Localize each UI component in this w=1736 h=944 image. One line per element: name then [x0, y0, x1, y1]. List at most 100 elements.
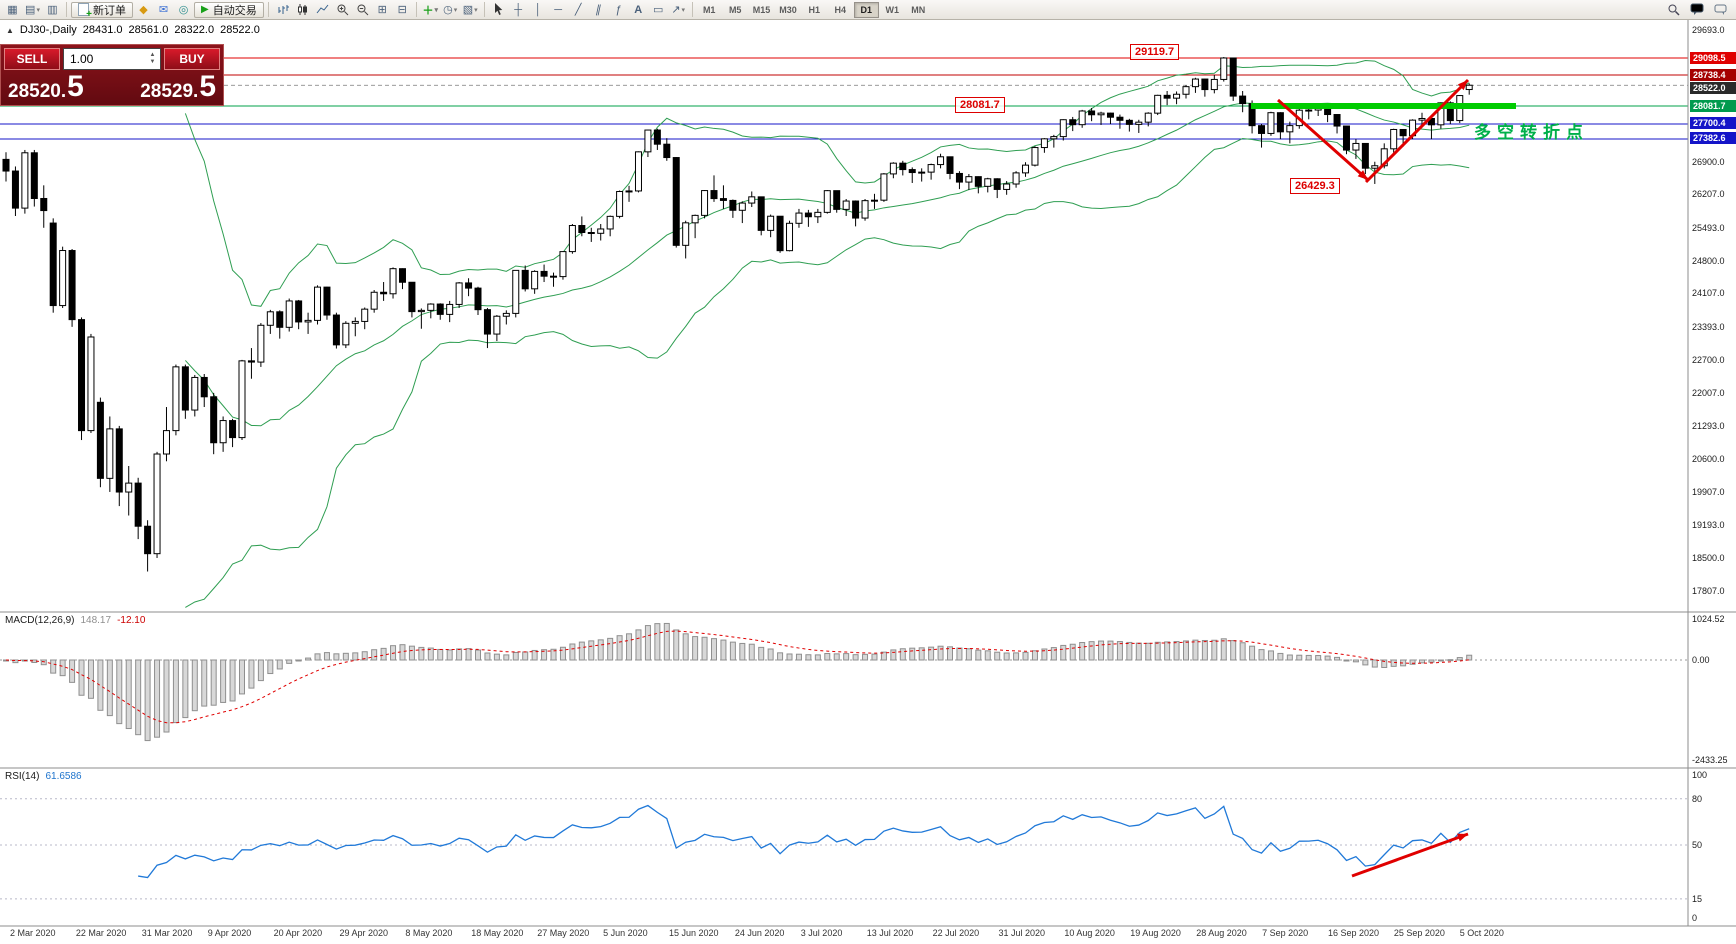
price-badge: 28081.7 [1690, 99, 1736, 112]
ohlc-close: 28522.0 [220, 24, 260, 36]
price-badge: 29098.5 [1690, 51, 1736, 64]
date-label: 8 May 2020 [405, 928, 453, 938]
autotrading-label: 自动交易 [212, 4, 257, 17]
label-tool-button[interactable]: ▭ [653, 4, 664, 16]
stepper-up-icon[interactable]: ▲ [149, 52, 156, 58]
ask-price[interactable]: 28529. 5 [140, 70, 216, 103]
date-label: 22 Mar 2020 [75, 928, 127, 938]
price-badge: 27700.4 [1690, 117, 1736, 130]
oneclick-toggle-icon[interactable]: ▲ [6, 25, 14, 35]
low-price-annotation[interactable]: 26429.3 [1290, 177, 1340, 194]
date-label: 9 Apr 2020 [207, 928, 252, 938]
date-label: 24 Jun 2020 [734, 928, 785, 938]
timeframe-button-M1[interactable]: M1 [702, 4, 716, 15]
timeframe-button-MN[interactable]: MN [911, 4, 926, 15]
cursor-tool-button[interactable] [489, 1, 508, 18]
volume-stepper[interactable]: ▲ ▼ [146, 49, 159, 69]
price-badge: 27382.6 [1690, 132, 1736, 145]
stepper-down-icon[interactable]: ▼ [149, 59, 156, 65]
symbol-search-button[interactable] [1664, 1, 1683, 18]
community-button[interactable] [1710, 1, 1729, 18]
timeframe-button-M5[interactable]: M5 [728, 4, 742, 15]
date-label: 3 Jul 2020 [800, 928, 843, 938]
timeframe-button-M30[interactable]: M30 [779, 4, 797, 15]
channel-tool-button[interactable]: ∥ [594, 4, 603, 16]
date-label: 28 Aug 2020 [1196, 928, 1247, 938]
timeframe-button-M15[interactable]: M15 [752, 4, 771, 15]
new-order-button[interactable]: 新订单 [71, 1, 133, 20]
macd-name: MACD(12,26,9) [5, 615, 75, 626]
vertical-line-tool-button[interactable]: │ [534, 3, 542, 16]
peak-price-annotation[interactable]: 29119.7 [1130, 44, 1180, 61]
candlestick-chart-type-button[interactable] [293, 1, 312, 18]
cursor-icon [495, 3, 503, 15]
macd-main-value: 148.17 [80, 615, 112, 626]
volume-input[interactable] [64, 51, 140, 67]
chevron-down-icon: ▾ [681, 6, 686, 14]
chart-header: ▲ DJ30-,Daily 28431.0 28561.0 28322.0 28… [6, 24, 260, 36]
bar-chart-type-button[interactable] [273, 1, 292, 18]
price-badge: 28738.4 [1690, 68, 1736, 81]
chevron-down-icon: ▾ [36, 6, 40, 14]
mailbox-icon[interactable]: ✉ [158, 4, 169, 16]
price-scale-label: 24800.0 [1692, 255, 1725, 266]
price-scale-label: 19907.0 [1692, 486, 1725, 497]
add-indicator-button[interactable]: ＋ ▾ [422, 4, 438, 17]
timeframe-button-H4[interactable]: H4 [834, 4, 846, 15]
date-label: 29 Apr 2020 [339, 928, 389, 938]
ohlc-open: 28431.0 [82, 24, 123, 36]
line-chart-type-button[interactable] [313, 1, 332, 18]
tile-windows-button[interactable]: ⊞ [377, 4, 387, 16]
market-watch-button[interactable]: ▥ [47, 4, 58, 16]
bid-price-big-digit: 5 [67, 70, 84, 103]
resistance-price-annotation[interactable]: 28081.7 [955, 97, 1005, 113]
date-label: 13 Jul 2020 [866, 928, 914, 938]
crosshair-tool-button[interactable]: ┼ [514, 3, 523, 16]
price-badge: 28522.0 [1690, 81, 1736, 94]
timeframe-button-W1[interactable]: W1 [885, 4, 899, 15]
sell-button[interactable]: SELL [4, 48, 60, 70]
macd-scale-label: -2433.25 [1692, 755, 1728, 765]
alerts-icon[interactable]: ◆ [139, 4, 148, 16]
ohlc-low: 28322.0 [174, 24, 215, 36]
toolbar-separator [66, 2, 67, 17]
price-scale-label: 26900.0 [1692, 156, 1725, 167]
chevron-down-icon: ▾ [474, 6, 478, 14]
templates-button[interactable]: ▧ ▾ [462, 4, 478, 16]
date-label: 5 Jun 2020 [603, 928, 648, 938]
timeframe-button-D1[interactable]: D1 [853, 1, 879, 18]
new-chart-button[interactable]: ▦ [7, 4, 18, 16]
bar-chart-icon [278, 5, 289, 14]
ask-price-big-digit: 5 [199, 70, 216, 103]
price-scale-label: 22007.0 [1692, 387, 1725, 398]
new-order-icon [78, 3, 92, 20]
ask-price-main: 28529. [140, 81, 199, 103]
timeframe-button-H1[interactable]: H1 [808, 4, 820, 15]
arrows-tool-button[interactable]: ↗ ▾ [671, 4, 686, 16]
horizontal-line-tool-button[interactable]: ─ [554, 3, 563, 16]
turning-point-text: 多空转折点 [1474, 123, 1589, 142]
cascade-windows-button[interactable]: ⊟ [397, 4, 407, 16]
toolbar: ▦ ▤▾ ▥ 新订单 ◆ ✉ ◎ ▶ 自动交易 ⊞ ⊟ ＋▾ ◷▾ ▧▾ ┼ │… [0, 0, 1736, 20]
autotrading-button[interactable]: ▶ 自动交易 [194, 1, 264, 18]
date-label: 25 Sep 2020 [1393, 928, 1445, 938]
buy-button[interactable]: BUY [164, 48, 220, 70]
date-axis[interactable]: 2 Mar 2020 22 Mar 2020 31 Mar 2020 9 Apr 20… [0, 926, 1688, 944]
macd-scale-label: 0.00 [1692, 655, 1710, 665]
price-axis[interactable]: 29693.0 26900.0 26207.0 25493.0 24800.0 24107… [1690, 0, 1736, 944]
text-tool-button[interactable]: A [634, 3, 643, 16]
periods-button[interactable]: ◷ ▾ [443, 4, 458, 16]
trendline-tool-button[interactable]: ╱ [574, 4, 582, 16]
chat-button[interactable] [1687, 1, 1706, 18]
zoom-out-button[interactable] [353, 1, 372, 18]
search-icon [1668, 4, 1680, 16]
zoom-in-button[interactable] [333, 1, 352, 18]
zoom-in-icon [337, 4, 349, 16]
bid-price[interactable]: 28520. 5 [8, 70, 84, 103]
web-icon[interactable]: ◎ [178, 4, 189, 16]
profiles-button[interactable]: ▤ ▾ [25, 4, 40, 16]
date-label: 2 Mar 2020 [10, 928, 56, 938]
volume-box: ▲▼ [63, 48, 161, 70]
fibonacci-tool-button[interactable]: ƒ [615, 3, 622, 16]
